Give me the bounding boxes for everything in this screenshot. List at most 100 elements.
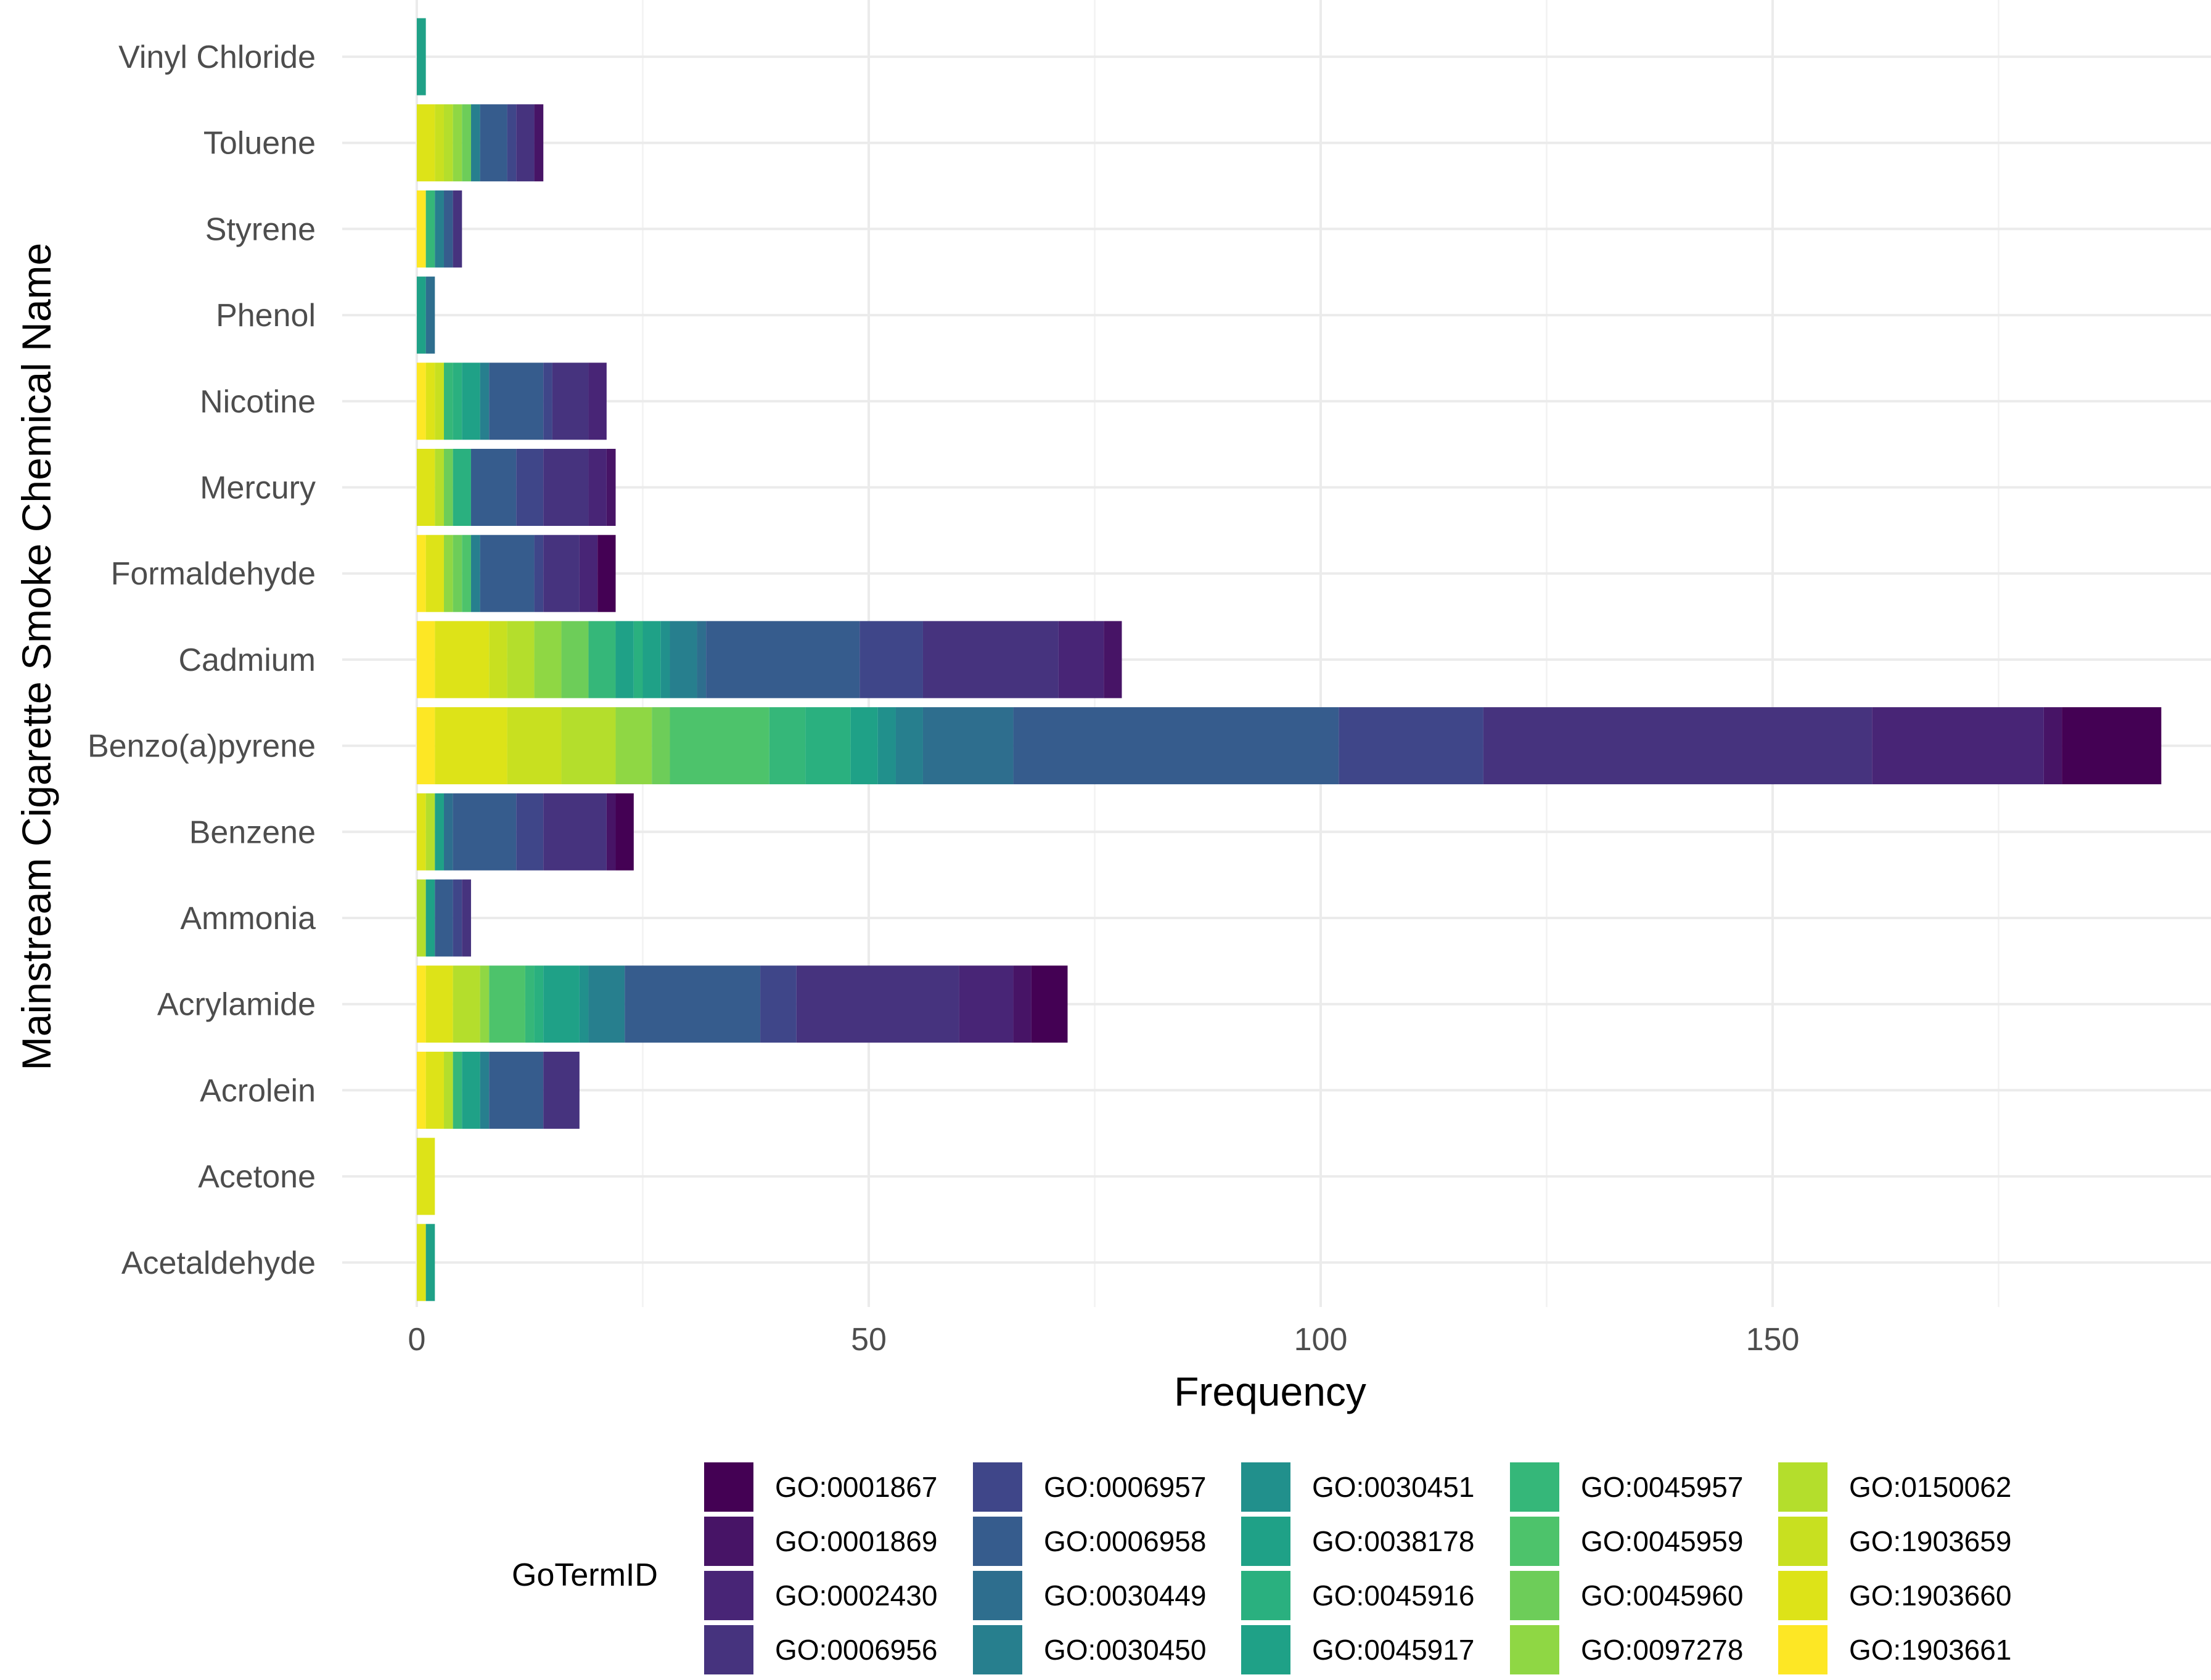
bar-segment <box>1872 707 2044 785</box>
bar-segment <box>425 965 453 1043</box>
y-tick-label: Ammonia <box>180 901 316 936</box>
legend-item: GO:0002430 <box>704 1571 937 1620</box>
y-tick-label: Acetaldehyde <box>121 1245 316 1281</box>
bar-segment <box>534 621 562 699</box>
legend-label: GO:0030449 <box>1044 1580 1206 1612</box>
bar-segment <box>670 621 697 699</box>
bar-segment <box>425 190 435 268</box>
bar-segment <box>462 879 471 957</box>
legend-label: GO:0006956 <box>775 1634 937 1666</box>
legend-swatch <box>973 1571 1022 1620</box>
bar-segment <box>489 363 544 440</box>
bar-segment <box>417 363 426 440</box>
legend-item: GO:0006956 <box>704 1625 937 1674</box>
bar-segment <box>435 104 444 182</box>
bar-segment <box>443 535 453 612</box>
bar-segment <box>453 1051 462 1129</box>
bar-segment <box>462 104 471 182</box>
x-axis-title: Frequency <box>1174 1369 1366 1414</box>
x-tick-labels: 0 50 100 150 <box>408 1322 1800 1358</box>
legend-swatch <box>1241 1462 1290 1512</box>
bar-segment <box>435 363 444 440</box>
bar-segment <box>470 104 480 182</box>
bar-segment <box>615 707 652 785</box>
bar-segment <box>516 104 535 182</box>
bar-segment <box>706 621 860 699</box>
legend-label: GO:0006957 <box>1044 1471 1206 1503</box>
legend-item: GO:0045959 <box>1510 1517 1743 1566</box>
bar-segment <box>417 965 426 1043</box>
legend-swatch <box>1241 1571 1290 1620</box>
y-tick-label: Phenol <box>216 298 316 334</box>
y-tick-label: Toluene <box>203 126 316 162</box>
y-tick-label: Acrylamide <box>157 987 316 1023</box>
bar-segment <box>480 535 535 612</box>
bar-segment <box>1013 707 1339 785</box>
bar-segment <box>462 535 471 612</box>
bar-segment <box>417 104 435 182</box>
bar-segment <box>1483 707 1873 785</box>
bar-segment <box>579 965 589 1043</box>
bar-segment <box>417 1137 435 1215</box>
bar-segment <box>561 621 589 699</box>
bar-segment <box>922 621 1059 699</box>
bar-segment <box>470 535 480 612</box>
legend-swatch <box>1778 1571 1827 1620</box>
bar-segment <box>516 449 544 526</box>
y-tick-label: Acrolein <box>200 1073 316 1108</box>
legend-item: GO:0001869 <box>704 1517 937 1566</box>
bar-segment <box>805 707 851 785</box>
bar-segment <box>507 104 517 182</box>
bar-segment <box>417 190 426 268</box>
bar-segment <box>417 621 435 699</box>
legend-swatch <box>1510 1517 1559 1566</box>
bar-segment <box>417 18 426 96</box>
legend-swatch <box>1241 1517 1290 1566</box>
legend-label: GO:0045960 <box>1581 1580 1743 1612</box>
bar-segment <box>417 1224 426 1301</box>
bar-segment <box>489 621 507 699</box>
bar-stacks <box>417 18 2162 1301</box>
bar-segment <box>561 707 616 785</box>
legend-swatch <box>973 1462 1022 1512</box>
legend-item: GO:1903659 <box>1778 1517 2011 1566</box>
bar-segment <box>489 1051 544 1129</box>
bar-segment <box>2043 707 2062 785</box>
legend-swatch <box>973 1517 1022 1566</box>
legend-label: GO:0045957 <box>1581 1471 1743 1503</box>
legend-item: GO:0150062 <box>1778 1462 2011 1512</box>
bar-segment <box>895 707 923 785</box>
legend-label: GO:0002430 <box>775 1580 937 1612</box>
bar-segment <box>850 707 878 785</box>
legend-item: GO:0045960 <box>1510 1571 1743 1620</box>
legend-item: GO:0045916 <box>1241 1571 1474 1620</box>
y-tick-label: Cadmium <box>179 642 316 678</box>
x-tick-label: 100 <box>1294 1322 1348 1358</box>
bar-segment <box>435 190 444 268</box>
bar-segment <box>417 1051 426 1129</box>
legend-swatch <box>1510 1462 1559 1512</box>
legend-item: GO:0045917 <box>1241 1625 1474 1674</box>
bar-segment <box>1339 707 1483 785</box>
y-axis-title: Mainstream Cigarette Smoke Chemical Name <box>14 243 59 1070</box>
x-tick-label: 50 <box>851 1322 887 1358</box>
bar-segment <box>1031 965 1068 1043</box>
legend-item: GO:0030450 <box>973 1625 1206 1674</box>
legend-swatch <box>704 1571 753 1620</box>
bar-segment <box>615 793 634 871</box>
bar-segment <box>417 276 426 354</box>
bar-segment <box>543 1051 580 1129</box>
legend-label: GO:0001867 <box>775 1471 937 1503</box>
legend-swatch <box>1778 1517 1827 1566</box>
legend-label: GO:0030450 <box>1044 1634 1206 1666</box>
bar-segment <box>470 449 517 526</box>
bar-segment <box>859 621 923 699</box>
bar-segment <box>606 449 616 526</box>
legend-swatch <box>704 1517 753 1566</box>
legend-label: GO:1903660 <box>1849 1580 2011 1612</box>
y-tick-label: Styrene <box>205 211 316 247</box>
bar-segment <box>507 621 535 699</box>
bar-segment <box>425 793 435 871</box>
bar-segment <box>579 535 598 612</box>
